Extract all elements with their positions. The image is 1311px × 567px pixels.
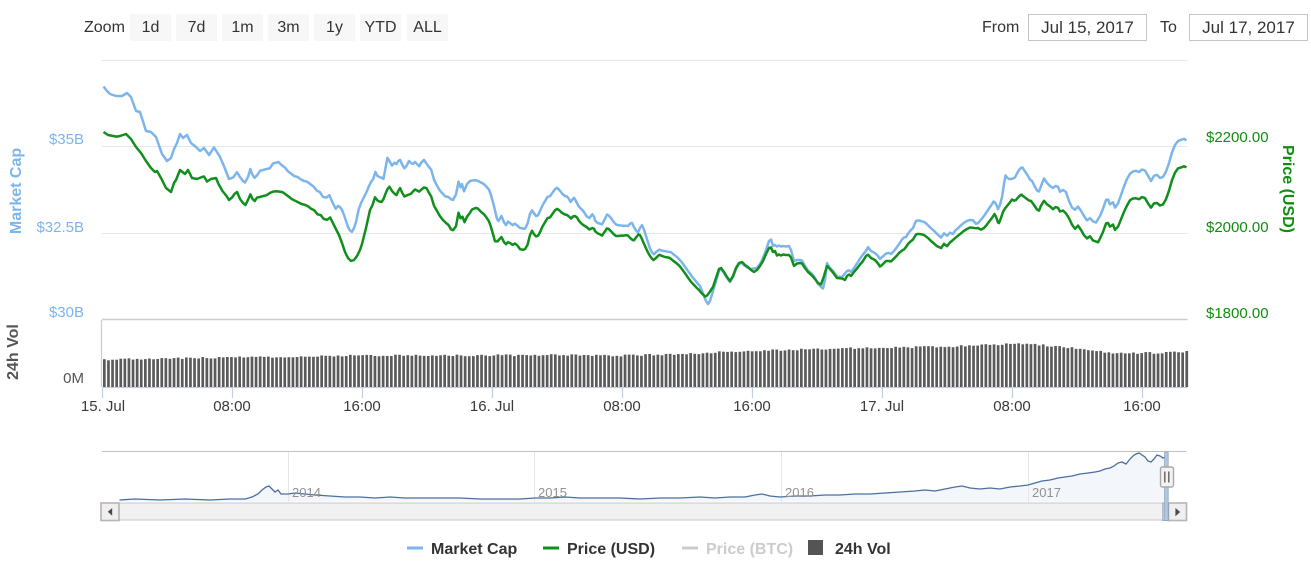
svg-text:2016: 2016 <box>785 485 814 500</box>
svg-text:$2000.00: $2000.00 <box>1206 219 1269 236</box>
svg-text:Market Cap: Market Cap <box>8 148 25 234</box>
svg-text:16:00: 16:00 <box>1123 398 1161 415</box>
svg-text:08:00: 08:00 <box>603 398 641 415</box>
svg-text:16:00: 16:00 <box>343 398 381 415</box>
svg-text:Price (USD): Price (USD) <box>1279 145 1296 233</box>
svg-text:$32.5B: $32.5B <box>36 219 84 236</box>
svg-text:$35B: $35B <box>49 131 84 148</box>
svg-text:2014: 2014 <box>292 485 321 500</box>
svg-text:24h Vol: 24h Vol <box>835 541 891 558</box>
svg-text:Market Cap: Market Cap <box>431 541 517 558</box>
svg-text:Price (BTC): Price (BTC) <box>706 541 793 558</box>
svg-text:08:00: 08:00 <box>213 398 251 415</box>
svg-text:2015: 2015 <box>538 485 567 500</box>
svg-text:24h Vol: 24h Vol <box>5 324 22 380</box>
svg-text:Price (USD): Price (USD) <box>567 541 655 558</box>
svg-text:16. Jul: 16. Jul <box>470 398 514 415</box>
svg-text:08:00: 08:00 <box>993 398 1031 415</box>
svg-text:0M: 0M <box>63 370 84 387</box>
svg-text:2017: 2017 <box>1032 485 1061 500</box>
svg-text:$30B: $30B <box>49 304 84 321</box>
svg-text:16:00: 16:00 <box>733 398 771 415</box>
svg-text:15. Jul: 15. Jul <box>81 398 125 415</box>
svg-text:17. Jul: 17. Jul <box>860 398 904 415</box>
svg-text:$2200.00: $2200.00 <box>1206 129 1269 146</box>
svg-text:$1800.00: $1800.00 <box>1206 305 1269 322</box>
